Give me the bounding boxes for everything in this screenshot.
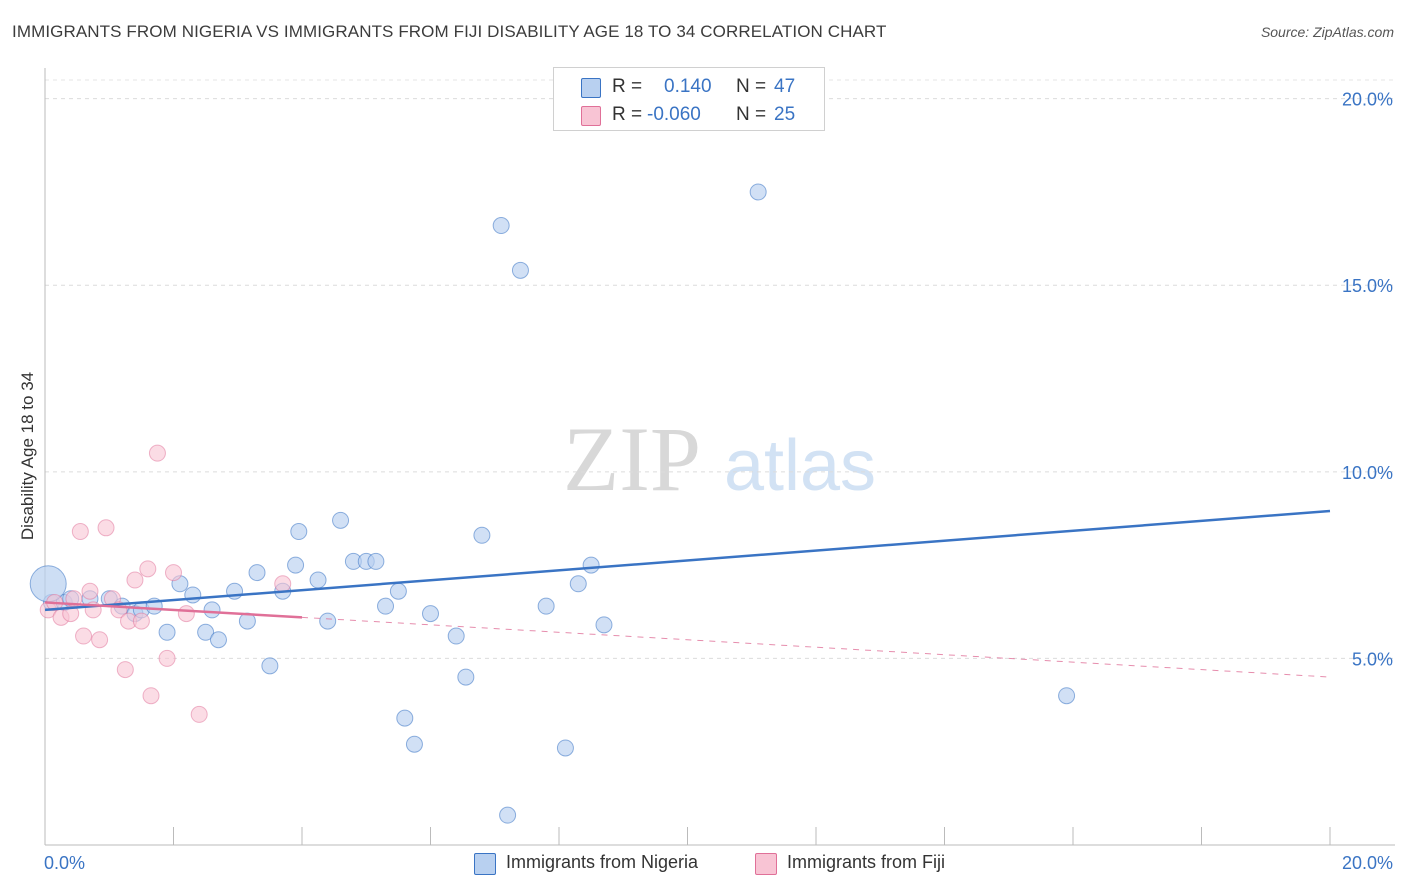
nigeria-point (377, 597, 395, 615)
x-tick-label-max: 20.0% (1342, 853, 1393, 873)
fiji-legend-swatch (755, 853, 777, 875)
fiji-point (158, 649, 176, 667)
fiji-swatch (581, 106, 601, 126)
fiji-point (148, 444, 166, 462)
nigeria-point (447, 627, 465, 645)
nigeria-point (556, 739, 574, 757)
nigeria-point (261, 657, 279, 675)
fiji-point (75, 627, 93, 645)
fiji-point (81, 582, 99, 600)
nigeria-point (29, 565, 67, 603)
fiji-trend-line-dashed (301, 616, 1331, 678)
nigeria-point (332, 511, 350, 529)
y-tick-label: 5.0% (1352, 649, 1393, 669)
nigeria-point (492, 217, 510, 235)
fiji-r-label: R = (612, 104, 643, 125)
nigeria-point (184, 586, 202, 604)
fiji-point (177, 605, 195, 623)
fiji-n-value: 25 (774, 104, 796, 125)
fiji-point (97, 519, 115, 537)
nigeria-point (569, 575, 587, 593)
nigeria-swatch (581, 78, 601, 98)
nigeria-point (287, 556, 305, 574)
fiji-point (126, 571, 144, 589)
nigeria-point (197, 623, 215, 641)
nigeria-point (319, 612, 337, 630)
fiji-point (274, 575, 292, 593)
fiji-legend-label: Immigrants from Fiji (787, 852, 946, 872)
x-tick-label-min: 0.0% (44, 853, 85, 873)
nigeria-point (248, 564, 266, 582)
y-tick-label: 10.0% (1342, 463, 1393, 483)
nigeria-r-label: R = (612, 76, 643, 97)
fiji-point (139, 560, 157, 578)
nigeria-point (511, 261, 529, 279)
nigeria-point (749, 183, 767, 201)
y-tick-label: 20.0% (1342, 90, 1393, 110)
fiji-point (91, 631, 109, 649)
fiji-point (142, 687, 160, 705)
legend-row-nigeria: R = 0.140 N = 47 (554, 73, 824, 101)
nigeria-point (499, 806, 517, 824)
nigeria-point (209, 631, 227, 649)
nigeria-r-value: 0.140 (664, 76, 712, 97)
y-axis-label: Disability Age 18 to 34 (18, 371, 37, 541)
nigeria-point (389, 582, 407, 600)
nigeria-point (1058, 687, 1076, 705)
nigeria-trend-line (44, 509, 1331, 612)
watermark-zip: ZIP (563, 408, 701, 510)
nigeria-point (405, 735, 423, 753)
fiji-point (132, 612, 150, 630)
nigeria-point (473, 526, 491, 544)
source-label: Source: ZipAtlas.com (1260, 24, 1394, 40)
nigeria-point (309, 571, 327, 589)
fiji-point (190, 705, 208, 723)
nigeria-point (367, 552, 385, 570)
legend-row-fiji: R = -0.060 N = 25 (554, 101, 824, 129)
chart-title: IMMIGRANTS FROM NIGERIA VS IMMIGRANTS FR… (12, 22, 887, 41)
nigeria-point (595, 616, 613, 634)
fiji-point (165, 564, 182, 582)
y-tick-label: 15.0% (1342, 276, 1393, 296)
nigeria-point (537, 597, 555, 615)
nigeria-n-value: 47 (774, 76, 796, 97)
fiji-point (116, 661, 134, 679)
nigeria-point (290, 523, 308, 541)
correlation-legend: R = 0.140 N = 47 R = -0.060 N = 25 (553, 67, 825, 131)
nigeria-point (457, 668, 475, 686)
fiji-r-value: -0.060 (647, 104, 701, 125)
nigeria-point (422, 605, 439, 623)
nigeria-legend-swatch (474, 853, 496, 875)
watermark-atlas: atlas (724, 426, 876, 506)
nigeria-n-label: N = (736, 76, 767, 97)
nigeria-point (158, 623, 176, 641)
fiji-trend-line (44, 601, 303, 619)
nigeria-point (582, 556, 600, 574)
fiji-n-label: N = (736, 104, 767, 125)
nigeria-point (396, 709, 414, 727)
nigeria-legend-label: Immigrants from Nigeria (506, 852, 699, 872)
fiji-point (71, 523, 89, 541)
nigeria-point (203, 601, 221, 619)
